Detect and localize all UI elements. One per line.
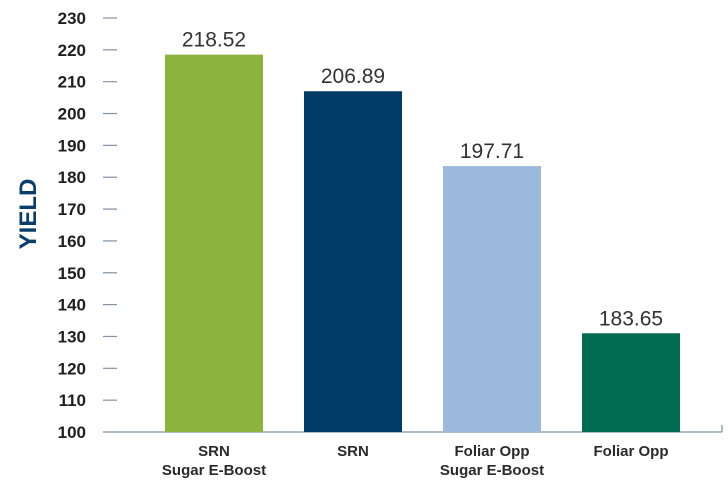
y-tick-label: 220: [58, 41, 86, 60]
bar: [443, 166, 541, 433]
y-tick-label: 150: [58, 264, 86, 283]
y-axis-label: YIELD: [15, 179, 42, 250]
x-axis-categories: SRN Sugar E-Boost SRN Foliar Opp Sugar E-Boo…: [162, 443, 669, 479]
bars: 218.52 206.89 197.71 183.65: [165, 29, 680, 433]
x-tick-label: Sugar E-Boost: [440, 462, 544, 479]
y-tick-label: 180: [58, 168, 86, 187]
x-tick-label: Foliar Opp: [455, 443, 530, 460]
x-tick-label: Foliar Opp: [594, 443, 669, 460]
x-tick-label: Sugar E-Boost: [162, 462, 266, 479]
y-tick-label: 190: [58, 136, 86, 155]
y-tick-label: 200: [58, 105, 86, 124]
y-tick-label: 120: [58, 359, 86, 378]
bar: [165, 54, 263, 432]
bar-value-label: 218.52: [182, 29, 246, 52]
y-tick-label: 210: [58, 73, 86, 92]
y-axis: 100 110 120 130 140 150 160 170 180 190 200 210 220 2…: [58, 9, 117, 442]
y-tick-label: 140: [58, 296, 86, 315]
y-tick-label: 170: [58, 200, 86, 219]
bar-value-label: 183.65: [599, 307, 663, 330]
x-tick-label: SRN: [198, 443, 230, 460]
bar: [582, 333, 680, 432]
x-tick-label: SRN: [337, 443, 369, 460]
y-tick-label: 130: [58, 327, 86, 346]
y-tick-label: 160: [58, 232, 86, 251]
y-tick-label: 110: [59, 391, 86, 410]
y-tick-label: 100: [58, 423, 86, 442]
bar-value-label: 197.71: [460, 140, 524, 163]
bar-value-label: 206.89: [321, 65, 385, 88]
bar: [304, 91, 402, 432]
y-tick-label: 230: [58, 9, 86, 28]
